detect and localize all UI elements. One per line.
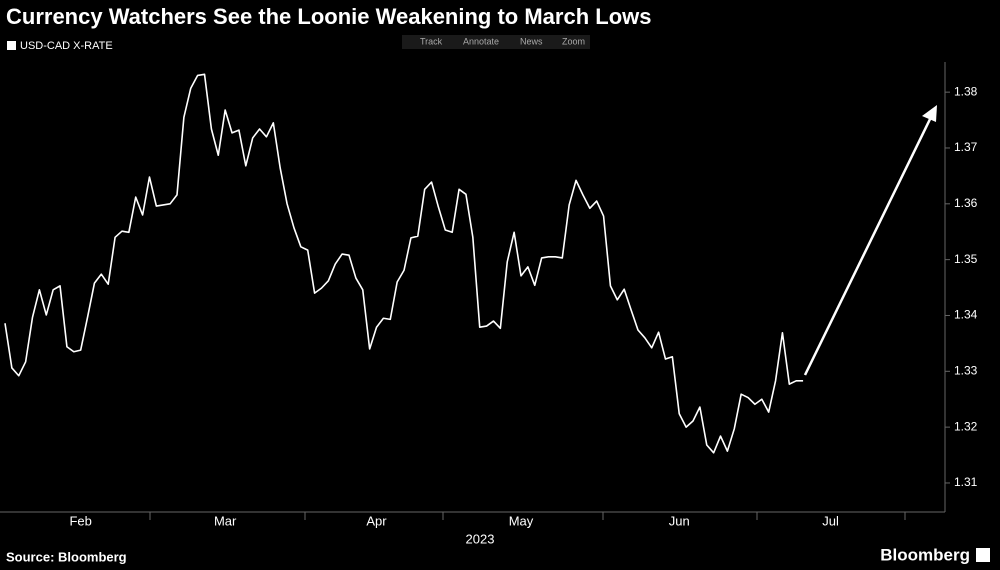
y-tick-label: 1.33: [954, 363, 978, 377]
toolbar: [402, 35, 590, 49]
month-separators: [149, 512, 906, 520]
logo-icon: [976, 548, 990, 562]
source: Source: Bloomberg: [6, 549, 127, 564]
toolbar-annotate[interactable]: Annotate: [463, 36, 499, 46]
toolbar-news[interactable]: News: [520, 36, 543, 46]
y-tick-label: 1.37: [954, 140, 978, 154]
y-tick-label: 1.35: [954, 252, 978, 266]
y-tick-label: 1.32: [954, 419, 978, 433]
legend-label: USD-CAD X-RATE: [20, 40, 113, 52]
x-tick-label: Jul: [822, 513, 839, 528]
x-tick-label: Feb: [69, 513, 91, 528]
annotation-arrow: [803, 105, 937, 376]
toolbar-track[interactable]: Track: [420, 36, 443, 46]
y-tick-label: 1.36: [954, 196, 978, 210]
y-tick-label: 1.34: [954, 308, 978, 322]
x-tick-label: Jun: [669, 513, 690, 528]
toolbar-zoom[interactable]: Zoom: [562, 36, 585, 46]
y-tick-label: 1.31: [954, 475, 978, 489]
x-tick-label: Mar: [214, 513, 237, 528]
x-tick-label: May: [509, 513, 534, 528]
x-tick-label: Apr: [366, 513, 387, 528]
series-line: [4, 73, 804, 454]
x-axis-label: 2023: [466, 531, 495, 546]
legend-swatch: [7, 41, 16, 50]
y-tick-label: 1.38: [954, 84, 978, 98]
chart-title: Currency Watchers See the Loonie Weakeni…: [6, 4, 651, 29]
logo: Bloomberg: [880, 545, 970, 564]
